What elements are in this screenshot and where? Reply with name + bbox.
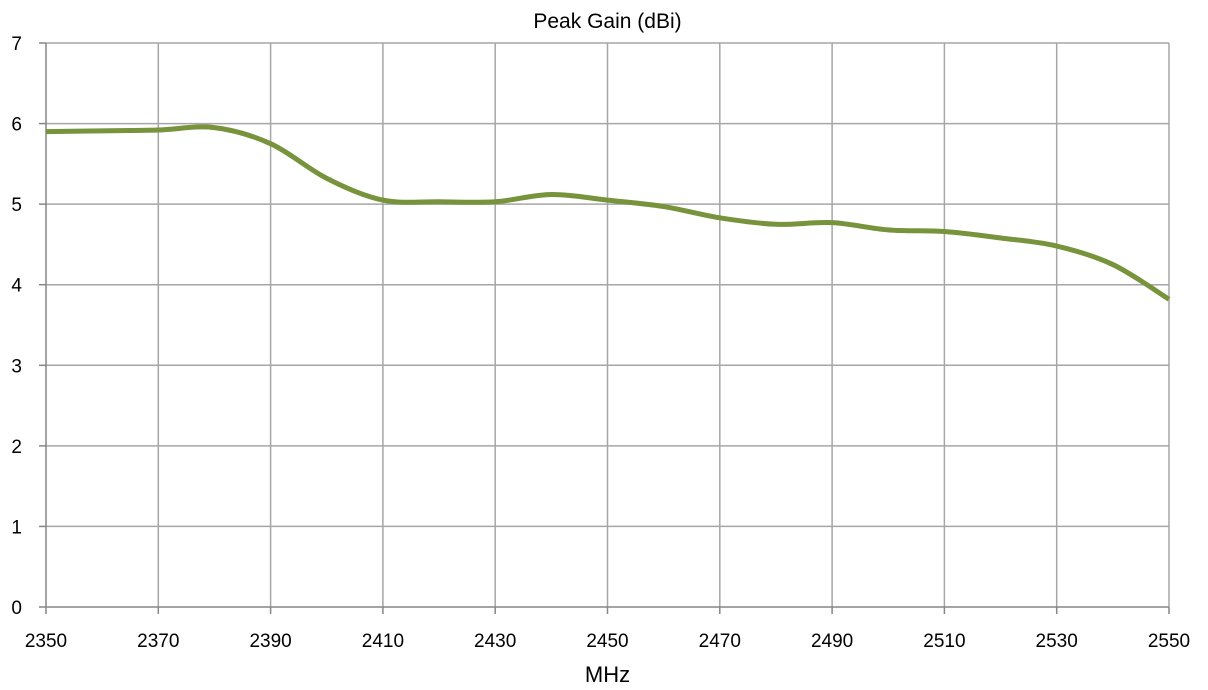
x-tick-label: 2370 [137,631,179,652]
x-tick-label: 2510 [923,631,965,652]
y-tick-label: 3 [11,356,22,377]
x-tick-label: 2410 [362,631,404,652]
y-tick-label: 2 [11,437,22,458]
y-tick-label: 1 [11,517,22,538]
x-tick-label: 2550 [1148,631,1190,652]
y-tick-label: 0 [11,598,22,619]
chart-title: Peak Gain (dBi) [533,10,681,33]
x-tick-label: 2470 [699,631,741,652]
peak-gain-series-line [45,124,1171,302]
x-axis-title: MHz [585,662,630,687]
x-tick-label: 2430 [474,631,516,652]
x-tick-label: 2350 [25,631,67,652]
y-tick-label: 7 [11,34,22,55]
grid [46,42,1170,607]
y-tick-label: 4 [11,276,22,297]
series [45,124,1171,302]
y-tick-label: 6 [11,115,22,136]
x-tick-label: 2530 [1036,631,1078,652]
x-tick-label: 2450 [586,631,628,652]
x-tick-label: 2390 [249,631,291,652]
y-tick-label: 5 [11,195,22,216]
labels: Peak Gain (dBi) MHz [533,10,681,687]
axes: 2350 2370 2390 2410 2430 2450 2470 2490 2510 2530… [11,34,1190,652]
x-tick-label: 2490 [811,631,853,652]
